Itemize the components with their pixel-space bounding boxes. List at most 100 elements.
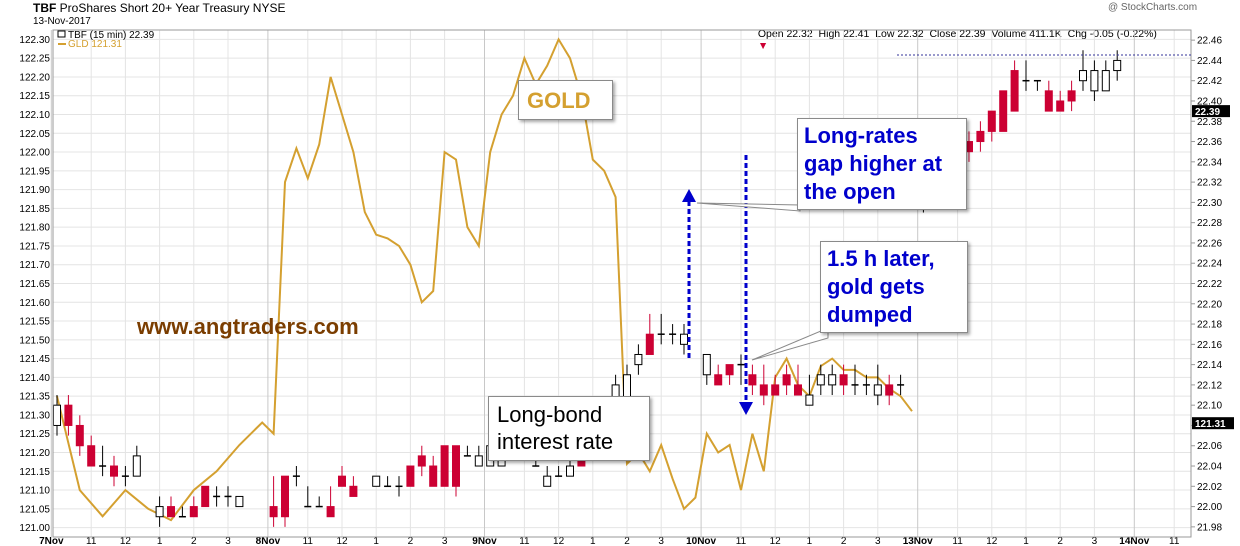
candle-body bbox=[155, 506, 164, 518]
tbf-candle bbox=[1101, 60, 1110, 92]
candle-body bbox=[1044, 90, 1053, 112]
right-tick-label: 22.02 bbox=[1197, 482, 1222, 493]
right-tick-label: 22.30 bbox=[1197, 198, 1222, 209]
x-tick-label: 1 bbox=[590, 536, 596, 546]
right-tick-label: 22.14 bbox=[1197, 360, 1222, 371]
website-text: www.angtraders.com bbox=[137, 314, 359, 339]
left-tick-label: 121.25 bbox=[19, 429, 50, 440]
candle-body bbox=[1067, 90, 1076, 102]
tbf-candle bbox=[155, 496, 164, 527]
tbf-candle bbox=[759, 364, 768, 406]
long-bond-box: Long-bond interest rate bbox=[488, 396, 650, 461]
tbf-candle bbox=[281, 475, 289, 527]
x-tick-label: 11 bbox=[1169, 536, 1180, 546]
tbf-candle bbox=[53, 395, 61, 436]
left-tick-label: 122.00 bbox=[19, 148, 50, 159]
long-rates-pointer bbox=[696, 202, 801, 212]
quote-values: Open 22.32 High 22.41 Low 22.32 Close 22… bbox=[757, 28, 1157, 40]
left-tick-label: 122.10 bbox=[19, 110, 50, 121]
tbf-candle bbox=[372, 475, 381, 487]
right-tick-label: 22.32 bbox=[1197, 178, 1222, 189]
candle-body bbox=[1079, 70, 1087, 82]
tbf-candle bbox=[725, 364, 734, 385]
left-tick-label: 122.15 bbox=[19, 91, 50, 102]
candle-body bbox=[372, 475, 381, 487]
tbf-candle bbox=[189, 496, 198, 518]
tbf-candle bbox=[99, 445, 107, 477]
ticker-name: ProShares Short 20+ Year Treasury bbox=[59, 1, 250, 15]
candle-body bbox=[326, 506, 335, 518]
tbf-candle bbox=[1044, 80, 1053, 112]
tbf-candle bbox=[110, 455, 118, 487]
long-rates-line-3: the open bbox=[804, 179, 896, 204]
candle-body bbox=[75, 424, 84, 447]
right-tick-label: 22.46 bbox=[1197, 36, 1222, 47]
left-tick-label: 121.75 bbox=[19, 241, 50, 252]
tbf-candle bbox=[794, 364, 802, 396]
down-arrow-icon: ▼ bbox=[757, 40, 769, 52]
tbf-candle bbox=[132, 445, 141, 477]
candle-body bbox=[1113, 59, 1122, 72]
tbf-candle bbox=[417, 445, 426, 477]
later-box: 1.5 h later, gold gets dumped bbox=[820, 241, 968, 333]
left-tick-label: 121.30 bbox=[19, 410, 50, 421]
left-tick-label: 121.70 bbox=[19, 260, 50, 271]
long-rates-box: Long-rates gap higher at the open bbox=[797, 118, 967, 210]
left-tick-label: 121.35 bbox=[19, 392, 50, 403]
candle-body bbox=[680, 333, 688, 345]
tbf-candle bbox=[771, 374, 780, 396]
candle-body bbox=[269, 506, 278, 518]
x-tick-label: 12 bbox=[120, 536, 132, 546]
tbf-candle bbox=[349, 476, 358, 497]
tbf-candle bbox=[121, 466, 129, 487]
tbf-legend-icon bbox=[57, 30, 66, 38]
left-tick-label: 121.10 bbox=[19, 486, 50, 497]
last-gld-tag-text: 121.31 bbox=[1195, 419, 1226, 430]
candle-body bbox=[1056, 100, 1065, 112]
tbf-candle bbox=[782, 364, 791, 396]
gold-label-box: GOLD bbox=[518, 80, 613, 120]
left-tick-label: 122.05 bbox=[19, 129, 50, 140]
left-tick-label: 121.05 bbox=[19, 504, 50, 515]
x-tick-label: 1 bbox=[373, 536, 379, 546]
tbf-candle bbox=[315, 496, 323, 508]
x-tick-label: 1 bbox=[157, 536, 163, 546]
tbf-candle bbox=[737, 354, 745, 385]
candle-body bbox=[167, 506, 175, 518]
ticker-symbol: TBF bbox=[33, 1, 57, 15]
x-tick-label: 12 bbox=[553, 536, 565, 546]
x-tick-label: 12 bbox=[770, 536, 782, 546]
left-tick-label: 121.40 bbox=[19, 373, 50, 384]
plot-frame bbox=[52, 29, 1192, 538]
candle-body bbox=[794, 384, 802, 396]
tbf-candle bbox=[862, 374, 870, 396]
candle-body bbox=[748, 374, 757, 386]
candle-body bbox=[805, 394, 814, 406]
tbf-candle bbox=[1079, 50, 1087, 91]
right-tick-label: 22.24 bbox=[1197, 259, 1222, 270]
tbf-candle bbox=[873, 364, 882, 406]
left-tick-label: 121.50 bbox=[19, 335, 50, 346]
candle-body bbox=[189, 506, 198, 518]
tbf-candle bbox=[395, 476, 403, 497]
tbf-candle bbox=[201, 485, 210, 508]
candle-body bbox=[816, 374, 825, 386]
candle-body bbox=[782, 374, 791, 386]
tbf-candle bbox=[543, 466, 552, 487]
right-tick-label: 22.20 bbox=[1197, 299, 1222, 310]
tbf-candle bbox=[634, 344, 643, 375]
left-tick-label: 122.20 bbox=[19, 72, 50, 83]
tbf-candle bbox=[167, 496, 175, 518]
x-tick-label: 11 bbox=[86, 536, 97, 546]
gap-up-arrow bbox=[682, 189, 696, 358]
tbf-candle bbox=[1022, 60, 1030, 91]
right-tick-label: 22.38 bbox=[1197, 117, 1222, 128]
candle-body bbox=[828, 374, 837, 386]
long-rates-line-2: gap higher at bbox=[804, 151, 943, 176]
candle-body bbox=[759, 384, 768, 396]
quote-summary: Open 22.32 High 22.41 Low 22.32 Close 22… bbox=[752, 16, 1157, 52]
tbf-candle bbox=[1090, 60, 1099, 101]
later-line-2: gold gets bbox=[827, 274, 925, 299]
candle-body bbox=[634, 353, 643, 366]
tbf-candle bbox=[75, 415, 84, 456]
